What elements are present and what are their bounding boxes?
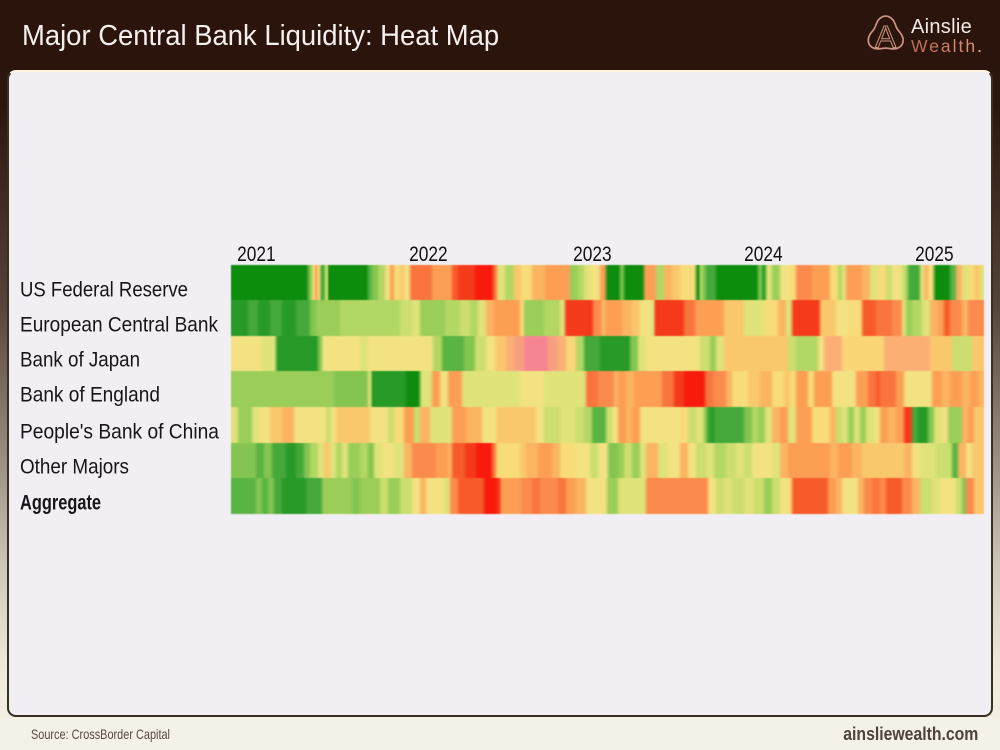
svg-text:A: A [875, 19, 896, 55]
